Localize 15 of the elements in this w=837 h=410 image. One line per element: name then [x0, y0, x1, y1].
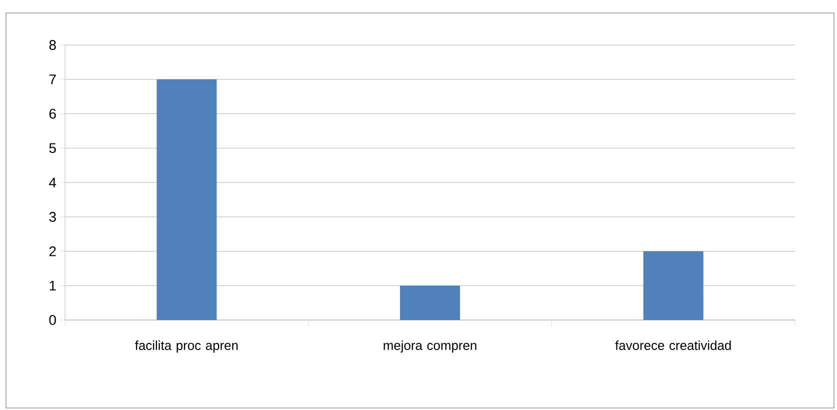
y-tick-label: 7 — [49, 74, 56, 84]
bar — [156, 79, 217, 320]
bar — [400, 286, 460, 320]
x-tick-label: favorece creatividad — [615, 340, 731, 350]
y-tick-label: 4 — [49, 178, 56, 188]
bar — [643, 251, 704, 320]
y-tick-label: 8 — [49, 40, 56, 50]
y-tick-label: 6 — [49, 108, 56, 119]
x-tick-label: facilita proc apren — [135, 340, 238, 353]
y-tick-label: 2 — [49, 246, 56, 256]
x-tick-label: mejora compren — [384, 340, 476, 353]
y-tick-label: 1 — [50, 280, 56, 290]
y-tick-label: 5 — [49, 143, 56, 153]
y-tick-label: 0 — [49, 315, 56, 325]
y-tick-label: 3 — [49, 212, 56, 222]
